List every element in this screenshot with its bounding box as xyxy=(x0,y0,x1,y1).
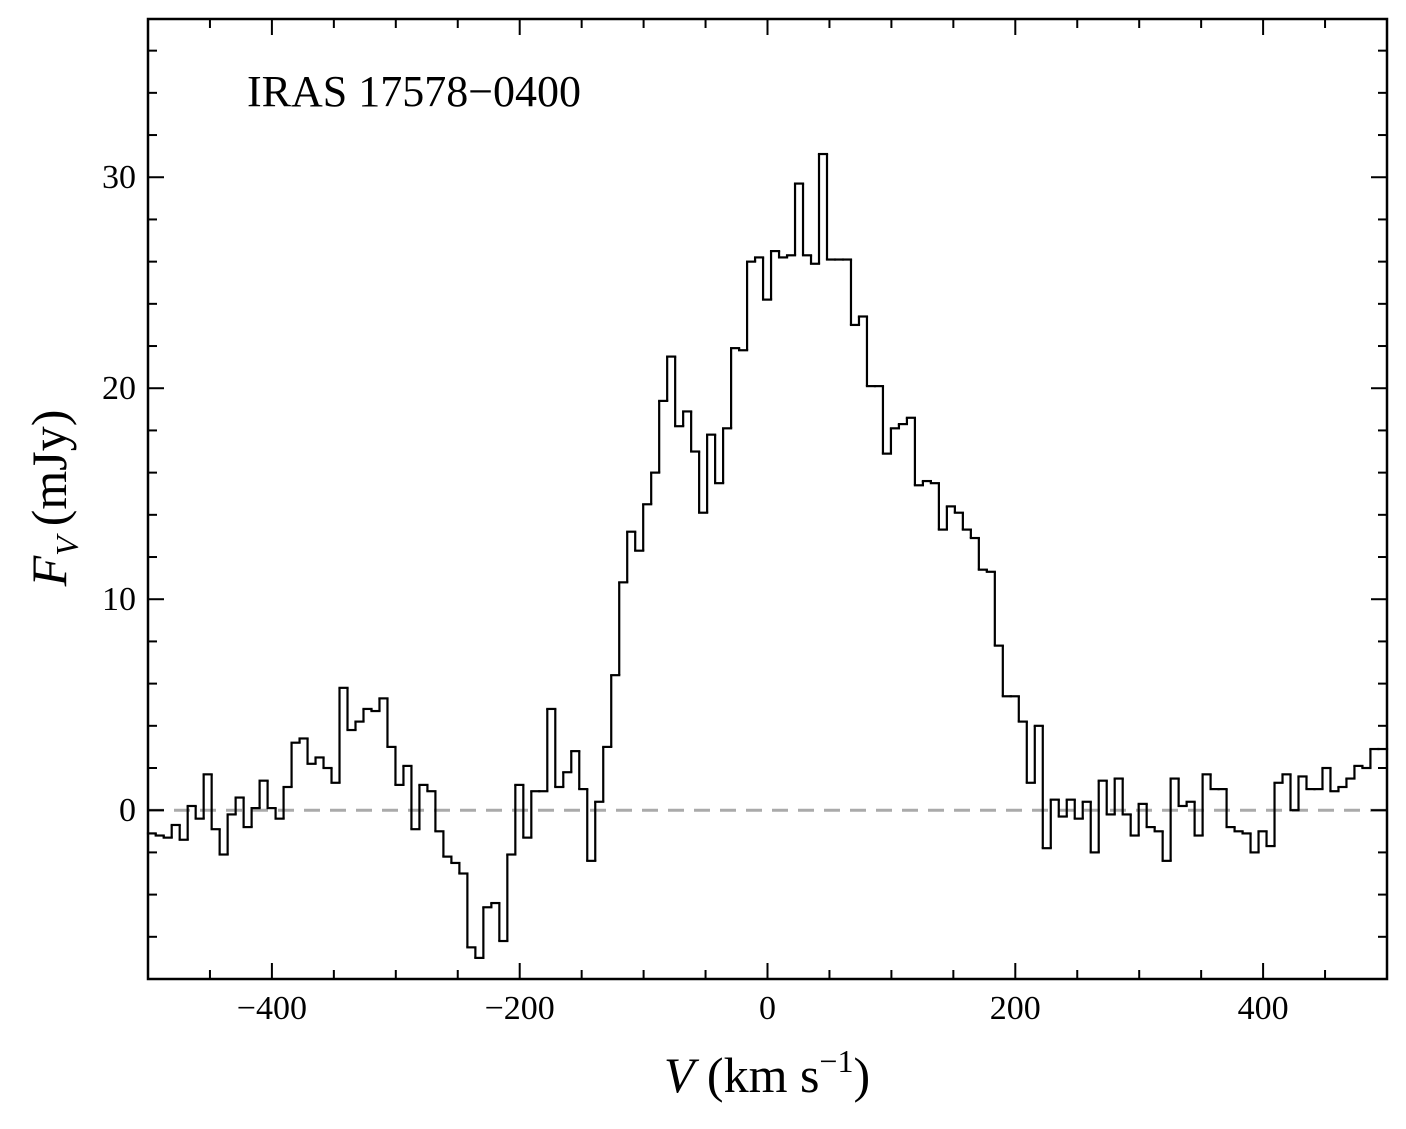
y-label-subscript: V xyxy=(49,533,85,556)
x-tick-label: 400 xyxy=(1238,990,1289,1027)
y-label-unit: (mJy) xyxy=(21,410,77,527)
step-riser xyxy=(154,154,1372,958)
x-tick-label: −200 xyxy=(485,990,555,1027)
x-tick-label: −400 xyxy=(237,990,307,1027)
y-tick-label: 0 xyxy=(119,792,136,829)
y-tick-label: 10 xyxy=(102,581,136,618)
x-label-exponent: −1 xyxy=(819,1043,853,1079)
x-tick-label: 0 xyxy=(759,990,776,1027)
annotation: IRAS 17578−0400 xyxy=(247,67,581,116)
y-tick-label: 20 xyxy=(102,370,136,407)
x-label-unit: (km s xyxy=(707,1047,820,1103)
y-axis-label: FV (mJy) xyxy=(21,410,85,588)
y-label-symbol: F xyxy=(21,555,77,587)
y-tick-label: 30 xyxy=(102,159,136,196)
x-label-symbol: V xyxy=(664,1047,700,1103)
x-tick-label: 200 xyxy=(990,990,1041,1027)
x-axis-label: V (km s−1) xyxy=(664,1043,870,1103)
x-label-close: ) xyxy=(853,1047,870,1103)
